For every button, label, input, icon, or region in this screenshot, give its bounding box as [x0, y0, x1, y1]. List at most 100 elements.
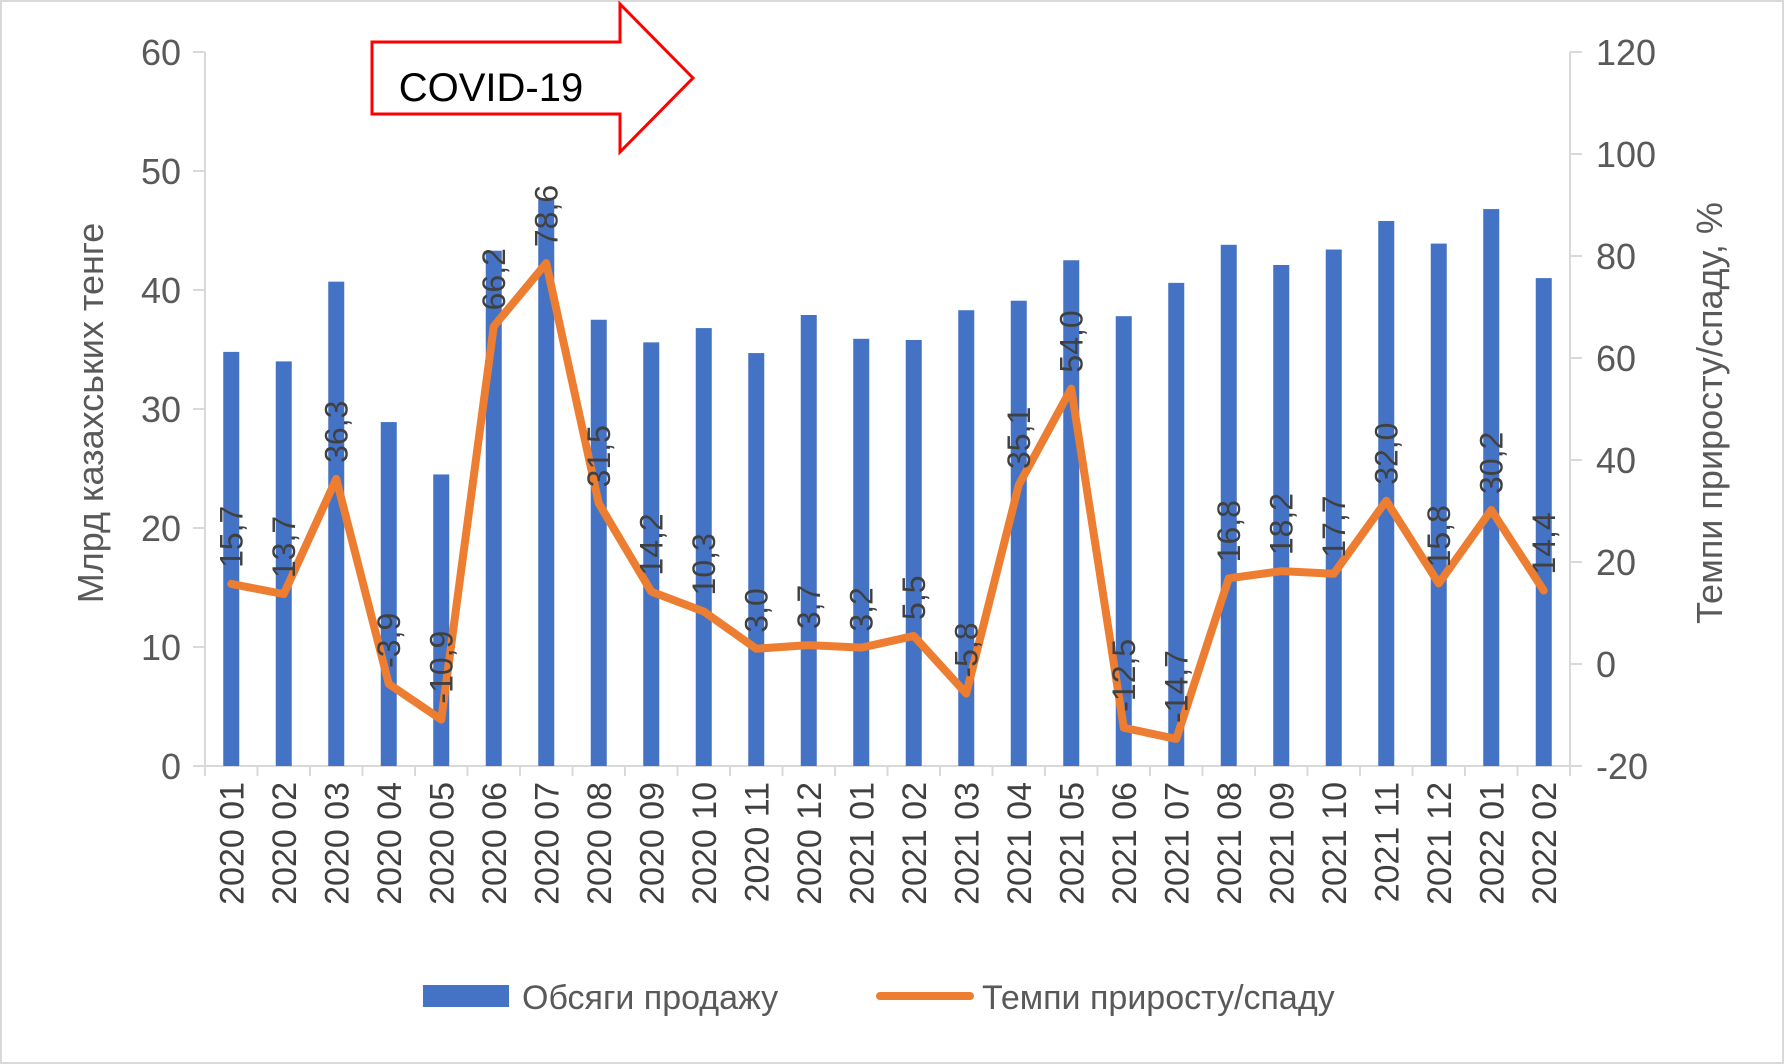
- data-label: 78,6: [528, 185, 564, 247]
- data-label: 36,3: [318, 401, 354, 463]
- category-label: 2021 08: [1211, 782, 1249, 905]
- data-label: 14,4: [1526, 512, 1562, 574]
- data-label: 32,0: [1368, 423, 1404, 485]
- y-right-axis-title: Темпи приросту/спаду, %: [1689, 202, 1730, 624]
- category-label: 2020 03: [318, 782, 356, 905]
- category-label: 2020 12: [791, 782, 829, 905]
- data-label: 66,2: [476, 248, 512, 310]
- y-left-tick-label: 50: [141, 151, 181, 192]
- category-label: 2020 06: [476, 782, 514, 905]
- y-right-tick-label: 0: [1596, 644, 1616, 685]
- covid-arrow-annotation: COVID-19: [370, 0, 696, 156]
- y-right-tick-label: 80: [1596, 236, 1636, 277]
- y-left-tick-label: 10: [141, 627, 181, 668]
- y-left-axis-title: Млрд казахських тенге: [70, 223, 111, 603]
- bar: [1535, 278, 1552, 766]
- bar: [538, 199, 555, 766]
- legend-label-bars: Обсяги продажу: [522, 979, 778, 1017]
- y-left-tick-label: 60: [141, 32, 181, 73]
- bar-series: [223, 199, 1552, 767]
- category-label: 2021 01: [843, 782, 881, 905]
- category-label: 2021 03: [948, 782, 986, 905]
- y-left-tick-label: 20: [141, 508, 181, 549]
- bar: [958, 310, 975, 766]
- data-label: 18,2: [1263, 493, 1299, 555]
- data-label: 31,5: [581, 425, 617, 487]
- covid-arrow-shape: [370, 0, 696, 156]
- bar: [590, 319, 607, 766]
- data-label: -3,9: [371, 613, 407, 668]
- category-label: 2021 07: [1158, 782, 1196, 905]
- category-label: 2022 02: [1526, 782, 1564, 905]
- category-labels: 2020 01 2020 02 2020 03 2020 04 2020 05 2020 …: [213, 782, 1564, 905]
- data-label: 54,0: [1053, 310, 1089, 372]
- data-label: -12,5: [1106, 639, 1142, 712]
- data-label: 16,8: [1211, 500, 1247, 562]
- category-label: 2020 02: [266, 782, 304, 905]
- data-label: 15,8: [1421, 505, 1457, 567]
- y-right-tick-label: 40: [1596, 440, 1636, 481]
- bar: [748, 353, 765, 766]
- category-label: 2020 08: [581, 782, 619, 905]
- legend-swatch-bars: [423, 985, 509, 1007]
- category-label: 2020 04: [371, 782, 409, 905]
- data-label: -5,8: [948, 622, 984, 677]
- category-label: 2020 01: [213, 782, 251, 905]
- category-label: 2021 06: [1106, 782, 1144, 905]
- category-label: 2020 11: [738, 782, 776, 902]
- data-label: 5,5: [896, 575, 932, 619]
- bar: [1010, 300, 1027, 766]
- data-label: -10,9: [423, 631, 459, 704]
- category-label: 2021 05: [1053, 782, 1091, 905]
- category-label: 2021 04: [1001, 782, 1039, 905]
- category-label: 2020 07: [528, 782, 566, 905]
- bar: [1115, 316, 1132, 766]
- bar: [1168, 282, 1185, 766]
- category-label: 2021 02: [896, 782, 934, 905]
- category-label: 2020 09: [633, 782, 671, 905]
- bar: [853, 338, 870, 766]
- y-right-tick-label: -20: [1596, 746, 1648, 787]
- category-label: 2021 11: [1368, 782, 1406, 902]
- legend: Обсяги продажу Темпи приросту/спаду: [423, 979, 1335, 1017]
- category-label: 2020 05: [423, 782, 461, 905]
- y-left-tick-label: 40: [141, 270, 181, 311]
- data-label: 35,1: [1001, 407, 1037, 469]
- bar: [223, 351, 240, 766]
- data-labels: 15,7 13,7 36,3 -3,9 -10,9 66,2 78,6 31,5 14,2 10,…: [213, 185, 1562, 723]
- category-label: 2021 12: [1421, 782, 1459, 905]
- bar: [1483, 209, 1500, 766]
- covid-arrow-label: COVID-19: [399, 66, 584, 110]
- bar: [905, 339, 922, 766]
- y-left-tick-label: 30: [141, 389, 181, 430]
- data-label: -14,7: [1158, 650, 1194, 723]
- data-label: 13,7: [266, 516, 302, 578]
- category-label: 2021 09: [1263, 782, 1301, 905]
- data-label: 3,2: [843, 587, 879, 631]
- y-left-tick-label: 0: [161, 746, 181, 787]
- bar: [1220, 244, 1237, 766]
- bar: [380, 422, 397, 766]
- y-right-tick-label: 60: [1596, 338, 1636, 379]
- data-label: 3,0: [738, 588, 774, 632]
- bar: [1325, 249, 1342, 767]
- data-label: 14,2: [633, 513, 669, 575]
- bar: [328, 281, 345, 766]
- growth-rate-line: [227, 259, 1548, 743]
- bar: [275, 361, 292, 766]
- bar: [1273, 265, 1290, 766]
- y-right-tick-label: 100: [1596, 134, 1656, 175]
- data-label: 10,3: [686, 533, 722, 595]
- data-label: 3,7: [791, 585, 827, 629]
- y-right-tick-label: 120: [1596, 32, 1656, 73]
- bar: [695, 328, 712, 766]
- bar: [1378, 220, 1395, 767]
- bar: [643, 342, 660, 766]
- line-series: [227, 259, 1548, 743]
- data-label: 30,2: [1473, 432, 1509, 494]
- category-label: 2020 10: [686, 782, 724, 905]
- category-label: 2022 01: [1473, 782, 1511, 905]
- legend-label-line: Темпи приросту/спаду: [982, 979, 1335, 1017]
